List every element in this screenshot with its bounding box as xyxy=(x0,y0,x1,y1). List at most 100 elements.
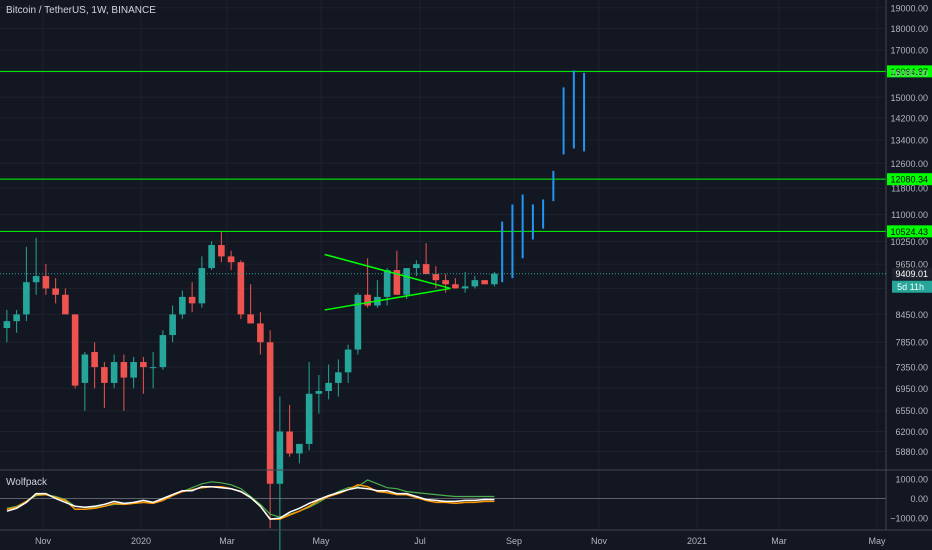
candle-body xyxy=(159,335,167,368)
oscillator-tick-label: −1000.00 xyxy=(890,514,928,524)
price-tick-label: 18000.00 xyxy=(890,24,928,34)
level-price-label: 12080.34 xyxy=(890,175,928,185)
price-tick-label: 15000.00 xyxy=(890,93,928,103)
candle-body xyxy=(276,431,284,484)
candle-body xyxy=(247,314,254,324)
candle-body xyxy=(344,349,352,373)
candle-body xyxy=(364,294,371,306)
oscillator-fast-line xyxy=(6,485,495,520)
candle-body xyxy=(442,280,449,285)
candle-body xyxy=(266,342,274,484)
projection-bars xyxy=(501,70,586,283)
candle-body xyxy=(354,294,362,350)
price-tick-label: 7850.00 xyxy=(895,338,928,348)
candle-body xyxy=(13,314,20,322)
candle-body xyxy=(452,284,459,289)
price-tick-label: 13400.00 xyxy=(890,135,928,145)
countdown-badge xyxy=(892,280,932,293)
current-price-label: 9409.01 xyxy=(895,269,928,279)
wolfpack-oscillator: 1000.00 0.00 −1000.00 xyxy=(0,474,928,524)
price-tick-label: 8450.00 xyxy=(895,310,928,320)
grid-lines xyxy=(0,0,886,530)
level-price-badge xyxy=(887,173,932,186)
candle-body xyxy=(432,274,440,281)
triangle-pattern[interactable] xyxy=(324,253,451,311)
price-tick-label: 19000.00 xyxy=(890,3,928,13)
level-price-badge xyxy=(887,65,932,78)
current-price-badge xyxy=(892,267,932,280)
price-tick-label: 16000.00 xyxy=(890,68,928,78)
candle-body xyxy=(130,362,137,378)
level-price-label: 10524.43 xyxy=(890,227,928,237)
price-tick-label: 11800.00 xyxy=(891,184,928,194)
price-tick-label: 14200.00 xyxy=(890,114,928,124)
candle-body xyxy=(218,245,225,257)
price-tick-label: 5880.00 xyxy=(895,447,928,457)
candle-body xyxy=(237,262,245,315)
horizontal-levels[interactable]: 16064.87 12080.34 10524.43 xyxy=(0,65,932,238)
candle-body xyxy=(101,367,108,383)
time-tick-label: Mar xyxy=(771,536,787,546)
candle-body xyxy=(403,268,410,295)
indicator-title[interactable]: Wolfpack xyxy=(6,477,47,488)
candle-body xyxy=(335,372,342,383)
candle-body xyxy=(81,354,89,383)
price-tick-label: 10250.00 xyxy=(890,237,928,247)
time-tick-label: Nov xyxy=(591,536,608,546)
candle-body xyxy=(422,264,430,275)
level-price-label: 16064.87 xyxy=(890,67,928,77)
candle-body xyxy=(286,431,293,454)
candle-body xyxy=(461,286,469,289)
price-tick-label: 11000.00 xyxy=(891,210,928,220)
candle-body xyxy=(42,276,50,289)
time-tick-label: 2021 xyxy=(687,536,707,546)
candle-body xyxy=(315,391,323,394)
candle-body xyxy=(169,314,176,336)
time-tick-label: 2020 xyxy=(131,536,151,546)
candle-body xyxy=(91,352,98,368)
time-tick-label: Mar xyxy=(219,536,235,546)
candle-body xyxy=(257,323,264,343)
candle-body xyxy=(393,270,401,295)
candle-body xyxy=(227,256,235,263)
oscillator-tick-label: 0.00 xyxy=(910,494,928,504)
candle-body xyxy=(110,362,118,383)
symbol-title[interactable]: Bitcoin / TetherUS, 1W, BINANCE xyxy=(6,5,156,16)
candle-body xyxy=(179,296,186,315)
candle-body xyxy=(413,264,420,269)
price-tick-label: 6550.00 xyxy=(895,406,928,416)
candle-body xyxy=(208,245,215,269)
oscillator-tick-label: 1000.00 xyxy=(895,474,928,484)
candle-body xyxy=(188,296,196,304)
candle-body xyxy=(325,382,332,392)
candle-body xyxy=(198,268,206,304)
time-tick-label: May xyxy=(868,536,886,546)
time-tick-label: Nov xyxy=(35,536,52,546)
candle-body xyxy=(120,362,128,378)
candle-body xyxy=(52,288,59,295)
triangle-upper-line xyxy=(324,253,451,290)
candle-body xyxy=(32,276,40,283)
candle-body xyxy=(71,314,79,386)
price-tick-label: 7350.00 xyxy=(895,363,928,373)
time-tick-label: May xyxy=(312,536,330,546)
candle-body xyxy=(296,443,303,454)
candle-body xyxy=(305,393,313,444)
candle-body xyxy=(481,280,488,285)
level-price-badge xyxy=(887,225,932,238)
candle-body xyxy=(491,273,498,285)
time-tick-label: Sep xyxy=(506,536,522,546)
price-tick-label: 12600.00 xyxy=(890,159,928,169)
price-tick-label: 6200.00 xyxy=(895,427,928,437)
price-tick-label: 9650.00 xyxy=(895,260,928,270)
price-tick-label: 6950.00 xyxy=(895,384,928,394)
candle-body xyxy=(23,282,30,315)
candle-series xyxy=(3,232,498,550)
countdown-label: 5d 11h xyxy=(897,282,924,292)
candle-body xyxy=(383,270,391,297)
candle-body xyxy=(3,321,11,329)
price-tick-label: 17000.00 xyxy=(890,45,928,55)
